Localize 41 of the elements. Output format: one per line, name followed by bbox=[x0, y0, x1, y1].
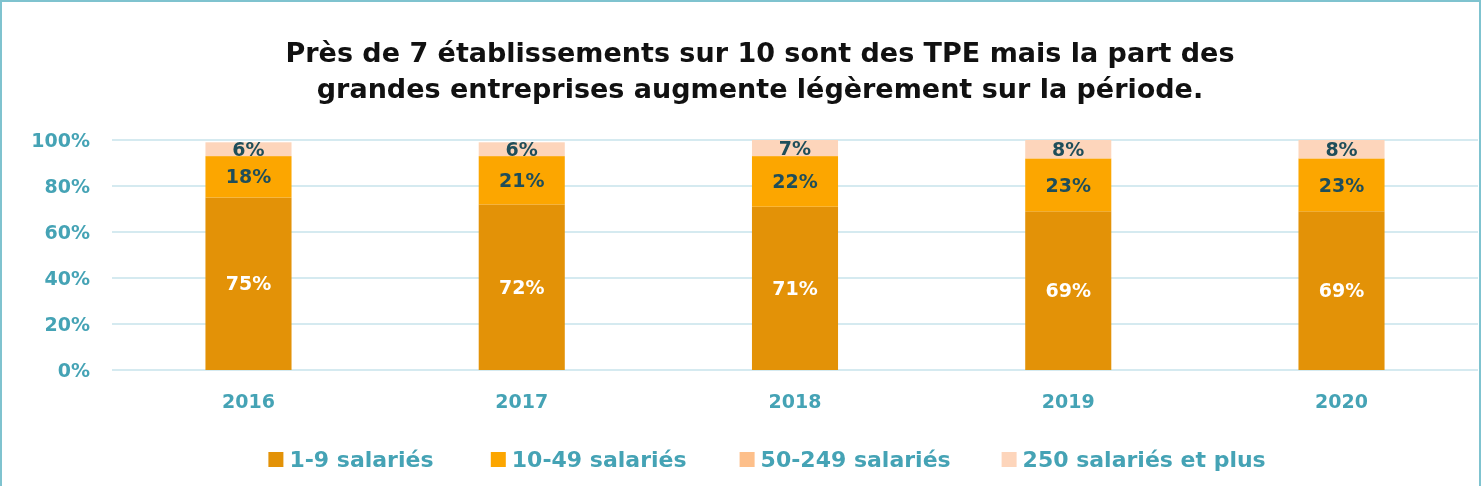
y-tick-label: 0% bbox=[57, 358, 90, 381]
data-label: 21% bbox=[499, 168, 545, 191]
bar bbox=[205, 156, 292, 198]
data-label: 8% bbox=[1052, 137, 1085, 160]
y-tick-label: 20% bbox=[44, 312, 90, 335]
bar bbox=[1298, 158, 1385, 212]
x-tick-label: 2017 bbox=[495, 390, 549, 412]
legend-label: 10-49 salariés bbox=[511, 447, 687, 472]
data-label: 69% bbox=[1045, 279, 1091, 302]
data-label: 6% bbox=[505, 137, 538, 160]
data-label: 18% bbox=[225, 165, 272, 188]
bar bbox=[1025, 211, 1112, 370]
bar bbox=[205, 197, 292, 370]
bar bbox=[478, 156, 565, 205]
data-label: 23% bbox=[1045, 173, 1091, 196]
bar bbox=[751, 206, 839, 370]
x-tick-label: 2016 bbox=[222, 390, 275, 412]
y-tick-label: 60% bbox=[44, 220, 90, 243]
data-label: 23% bbox=[1318, 173, 1365, 196]
data-label: 69% bbox=[1318, 279, 1365, 302]
x-tick-label: 2020 bbox=[1315, 390, 1368, 412]
legend-label: 1-9 salariés bbox=[289, 447, 434, 472]
data-label: 71% bbox=[772, 277, 818, 299]
bar bbox=[751, 156, 839, 207]
legend-label: 250 salariés et plus bbox=[1022, 447, 1266, 472]
x-tick-label: 2018 bbox=[768, 390, 822, 412]
chart-title: Près de 7 établissements sur 10 sont des TPE mais la part des grandes entreprises augmente légèrement sur la période. bbox=[285, 37, 1235, 104]
bar bbox=[1025, 158, 1112, 212]
bar bbox=[1298, 211, 1385, 370]
y-tick-label: 80% bbox=[44, 174, 90, 197]
data-label: 6% bbox=[232, 137, 265, 160]
legend-label: 50-249 salariés bbox=[760, 447, 951, 472]
y-tick-label: 40% bbox=[44, 266, 90, 289]
x-tick-label: 2019 bbox=[1041, 390, 1095, 412]
data-label: 75% bbox=[225, 272, 272, 295]
data-label: 8% bbox=[1325, 137, 1358, 160]
y-tick-label: 100% bbox=[31, 128, 90, 151]
data-label: 72% bbox=[499, 275, 545, 298]
bar bbox=[478, 204, 565, 370]
data-label: 22% bbox=[772, 170, 818, 193]
data-label: 7% bbox=[778, 136, 812, 159]
